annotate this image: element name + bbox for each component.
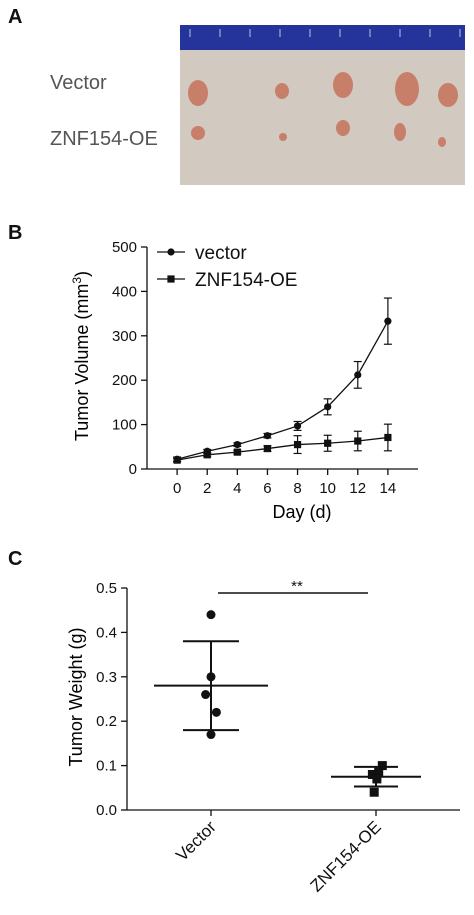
legend-label-znf154-oe: ZNF154-OE [195, 270, 297, 291]
y-tick-label: 0.3 [96, 669, 117, 686]
series-line-vector [176, 320, 389, 460]
tumor-oe-3 [336, 120, 350, 136]
panel-letter-b: B [8, 222, 23, 244]
photo-label-znf154: ZNF154-OE [50, 128, 158, 150]
legend-marker [167, 248, 175, 256]
data-point-vector [233, 440, 241, 449]
data-point-znf154-oe [173, 456, 181, 464]
data-point-vector [384, 317, 392, 325]
significance-label: ** [291, 578, 303, 595]
tumor-oe-4 [394, 123, 406, 141]
y-tick-label: 300 [112, 328, 137, 345]
photo-label-vector: Vector [50, 72, 107, 94]
data-point-vector [354, 371, 362, 379]
tumor-vector-1 [188, 80, 208, 106]
tumor-vector-2 [275, 83, 289, 99]
data-point [206, 610, 216, 620]
x-axis-label-day: Day (d) [272, 502, 331, 522]
category-label-vector: Vector [172, 817, 220, 865]
tumor-oe-2 [279, 133, 287, 141]
x-tick-label: 10 [319, 480, 336, 497]
tumor-vector-3 [333, 72, 353, 98]
y-tick-label: 400 [112, 283, 137, 300]
x-tick-label: 6 [263, 480, 271, 497]
y-tick-label: 500 [112, 239, 137, 256]
data-point [206, 730, 216, 740]
data-point-vector [203, 447, 211, 455]
data-point [201, 690, 211, 700]
y-tick-label: 0.0 [96, 802, 117, 819]
x-tick-label: 14 [380, 480, 397, 497]
tumor-vector-4 [395, 72, 419, 106]
data-point-vector [263, 432, 272, 440]
series-line-znf154-oe [176, 436, 388, 461]
data-point-znf154-oe [324, 439, 332, 447]
y-axis-label-volume: Tumor Volume (mm3) [70, 271, 92, 441]
legend-label-vector: vector [195, 243, 247, 264]
data-point-znf154-oe [263, 444, 272, 453]
y-axis-label-weight: Tumor Weight (g) [66, 627, 86, 766]
data-point [374, 767, 384, 777]
x-tick-label: 0 [173, 480, 181, 497]
data-point [206, 672, 216, 682]
data-point-vector [173, 455, 181, 463]
data-point [211, 707, 221, 717]
data-point-znf154-oe [293, 440, 302, 449]
tumor-photo [180, 25, 465, 185]
panel-letter-a: A [8, 6, 23, 28]
tumor-photo-drawing [188, 29, 461, 147]
data-point [369, 787, 379, 797]
data-point [372, 774, 382, 784]
x-tick-label: 8 [293, 480, 301, 497]
x-tick-label: 12 [349, 480, 366, 497]
y-tick-label: 0.5 [96, 580, 117, 597]
data-point-znf154-oe [233, 448, 241, 456]
y-tick-label: 100 [112, 417, 137, 434]
x-tick-label: 2 [203, 480, 211, 497]
x-tick-label: 4 [233, 480, 241, 497]
y-tick-label: 0.2 [96, 713, 117, 730]
data-point-vector [293, 422, 302, 430]
y-tick-label: 0.4 [96, 624, 117, 641]
panel-letter-c: C [8, 548, 23, 570]
legend-marker [167, 275, 175, 283]
data-point-vector [324, 403, 332, 411]
tumor-oe-1 [191, 126, 205, 140]
data-point [367, 769, 377, 779]
y-tick-label: 0.1 [96, 758, 117, 775]
data-point-znf154-oe [203, 451, 211, 459]
tumor-oe-5 [438, 137, 446, 147]
data-point-znf154-oe [384, 433, 392, 442]
data-point-znf154-oe [354, 437, 362, 445]
ruler [180, 25, 465, 50]
category-label-znf154-oe: ZNF154-OE [307, 817, 385, 895]
tumor-vector-5 [438, 83, 458, 107]
y-tick-label: 200 [112, 372, 137, 389]
y-tick-label: 0 [129, 461, 137, 478]
data-point [377, 761, 387, 771]
